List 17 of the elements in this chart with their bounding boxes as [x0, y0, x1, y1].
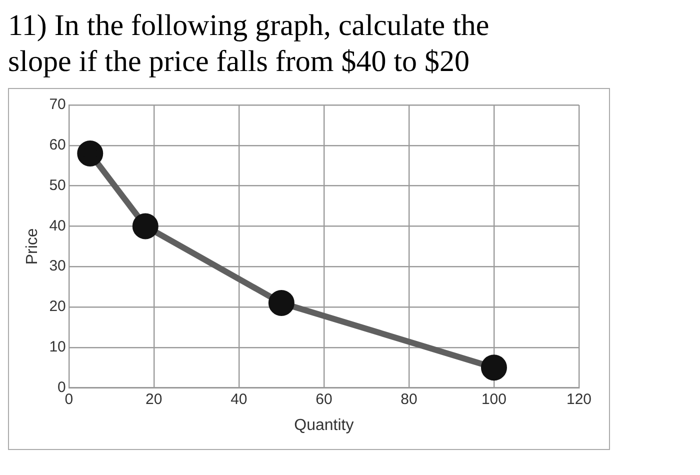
chart-title: 11) In the following graph, calculate the slope if the price falls from $40 to $20 — [8, 8, 490, 80]
x-tick-label: 100 — [481, 390, 506, 408]
y-tick-label: 40 — [49, 217, 66, 234]
y-tick-label: 60 — [49, 136, 66, 154]
y-tick-label: 30 — [49, 258, 66, 275]
y-axis-title: Price — [24, 228, 42, 265]
x-tick-label: 80 — [400, 390, 418, 408]
y-tick-label: 50 — [49, 176, 66, 194]
x-tick-label: 120 — [566, 390, 592, 408]
y-tick-label: 20 — [49, 298, 66, 316]
y-tick-label: 10 — [49, 338, 66, 356]
x-tick-label: 20 — [146, 390, 162, 408]
x-tick-label: 40 — [230, 390, 248, 408]
x-axis-title: Quantity — [294, 416, 354, 434]
y-tick-label: 0 — [58, 378, 66, 396]
x-tick-label: 60 — [316, 390, 332, 408]
y-tick-label: 70 — [49, 96, 66, 114]
